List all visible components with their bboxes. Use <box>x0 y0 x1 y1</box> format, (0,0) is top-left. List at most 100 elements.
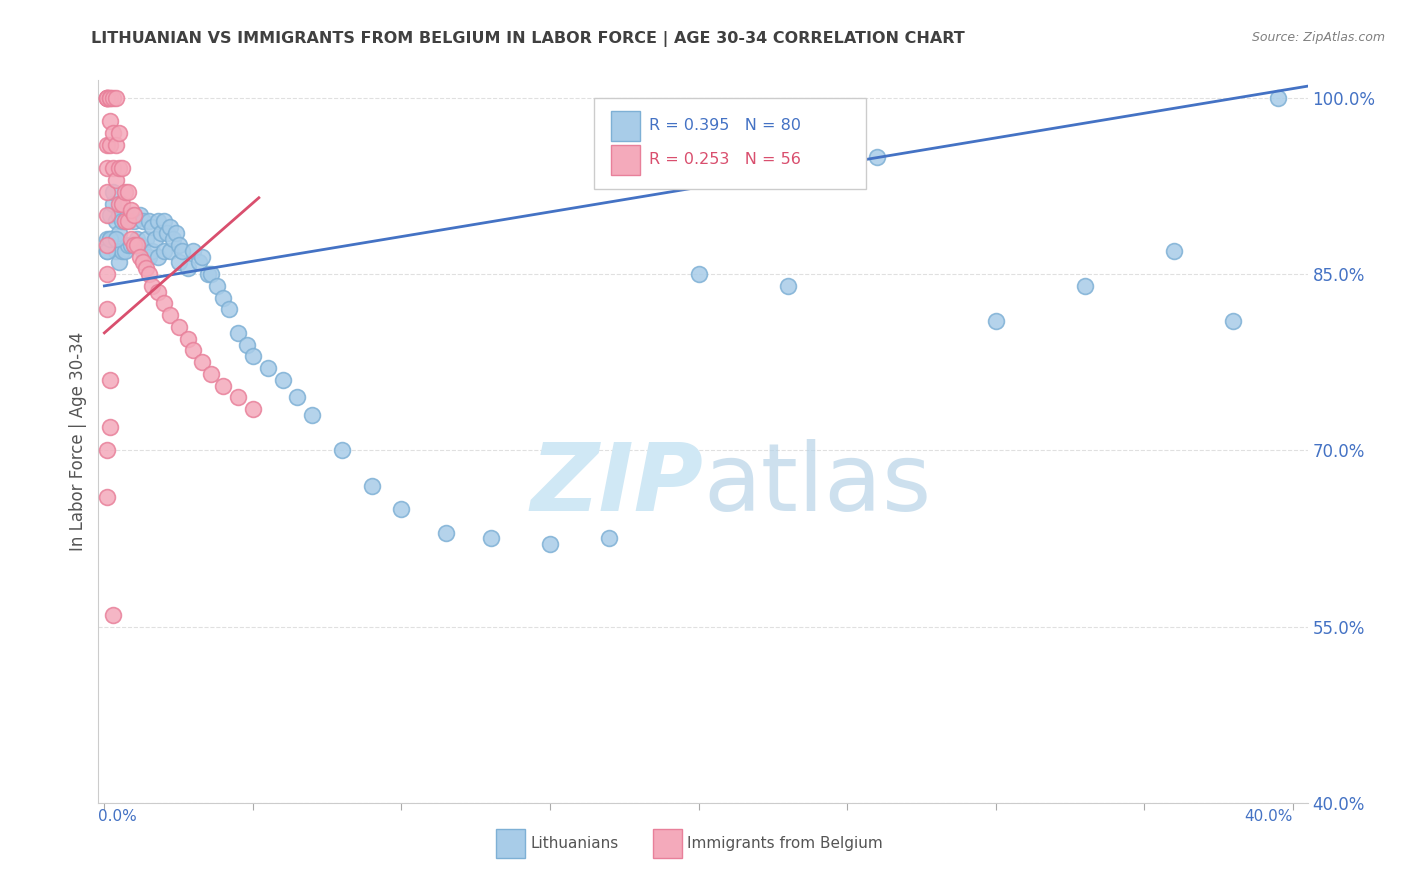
Point <box>125 232 148 246</box>
Point <box>146 214 169 228</box>
Point <box>197 267 219 281</box>
Point <box>129 237 152 252</box>
Text: Immigrants from Belgium: Immigrants from Belgium <box>688 836 883 851</box>
Point <box>167 237 190 252</box>
Y-axis label: In Labor Force | Age 30-34: In Labor Force | Age 30-34 <box>69 332 87 551</box>
Point <box>108 226 131 240</box>
Point <box>117 208 139 222</box>
Text: R = 0.253   N = 56: R = 0.253 N = 56 <box>648 153 800 168</box>
Text: 0.0%: 0.0% <box>98 809 138 823</box>
Point <box>141 278 163 293</box>
Text: LITHUANIAN VS IMMIGRANTS FROM BELGIUM IN LABOR FORCE | AGE 30-34 CORRELATION CHA: LITHUANIAN VS IMMIGRANTS FROM BELGIUM IN… <box>91 31 965 47</box>
Point <box>256 361 278 376</box>
Point <box>120 208 142 222</box>
Point <box>200 267 222 281</box>
FancyBboxPatch shape <box>612 111 640 141</box>
Point <box>120 202 142 217</box>
Point <box>152 296 174 310</box>
Point <box>96 137 118 152</box>
Point <box>117 214 139 228</box>
Point <box>111 196 134 211</box>
Point <box>114 214 136 228</box>
Point <box>98 232 121 246</box>
Point <box>96 208 118 222</box>
FancyBboxPatch shape <box>595 98 866 189</box>
Point <box>122 237 145 252</box>
Point <box>191 355 214 369</box>
Point <box>132 255 155 269</box>
Point <box>138 250 160 264</box>
Text: atlas: atlas <box>703 439 931 531</box>
Point <box>159 244 181 258</box>
Point <box>98 137 121 152</box>
Point <box>96 161 118 176</box>
FancyBboxPatch shape <box>654 829 682 858</box>
Point <box>103 91 125 105</box>
Point <box>103 607 125 622</box>
Point <box>114 244 136 258</box>
Point <box>108 196 131 211</box>
Point <box>138 267 160 281</box>
Point <box>183 244 205 258</box>
Point <box>162 232 184 246</box>
Point <box>111 161 134 176</box>
Point <box>176 332 198 346</box>
FancyBboxPatch shape <box>496 829 526 858</box>
Point <box>120 232 142 246</box>
Point <box>301 408 323 422</box>
Point <box>98 232 121 246</box>
FancyBboxPatch shape <box>612 145 640 175</box>
Point <box>96 91 118 105</box>
Point <box>330 443 353 458</box>
Point <box>105 244 128 258</box>
Point <box>212 378 235 392</box>
Point <box>156 226 179 240</box>
Point <box>226 326 249 340</box>
Point <box>98 208 121 222</box>
Point <box>287 391 309 405</box>
Text: R = 0.395   N = 80: R = 0.395 N = 80 <box>648 119 800 133</box>
Point <box>271 373 294 387</box>
Text: Source: ZipAtlas.com: Source: ZipAtlas.com <box>1251 31 1385 45</box>
Point <box>141 220 163 235</box>
Point <box>108 161 131 176</box>
Text: 40.0%: 40.0% <box>1244 809 1292 823</box>
Point <box>103 185 125 199</box>
Point <box>188 255 211 269</box>
Point <box>108 126 131 140</box>
Point <box>218 302 240 317</box>
Point <box>1222 314 1244 328</box>
Point <box>1163 244 1185 258</box>
Point <box>105 137 128 152</box>
Point <box>159 308 181 322</box>
Point <box>105 173 128 187</box>
Point <box>96 267 118 281</box>
Point <box>129 250 152 264</box>
Point <box>98 91 121 105</box>
Point <box>103 232 125 246</box>
Point <box>114 214 136 228</box>
Point <box>96 491 118 505</box>
Point <box>152 244 174 258</box>
Point <box>170 244 193 258</box>
Point <box>598 532 620 546</box>
Text: ZIP: ZIP <box>530 439 703 531</box>
Point <box>103 161 125 176</box>
Point <box>141 244 163 258</box>
Point <box>122 237 145 252</box>
Point <box>143 232 166 246</box>
Point <box>866 150 889 164</box>
Point <box>98 373 121 387</box>
Point <box>98 91 121 105</box>
Point <box>135 261 157 276</box>
Point <box>120 237 142 252</box>
Point <box>212 291 235 305</box>
Point <box>226 391 249 405</box>
Point <box>96 91 118 105</box>
Point <box>122 208 145 222</box>
Point <box>96 91 118 105</box>
Point <box>167 255 190 269</box>
Point <box>135 232 157 246</box>
Point <box>165 226 187 240</box>
Point <box>111 214 134 228</box>
